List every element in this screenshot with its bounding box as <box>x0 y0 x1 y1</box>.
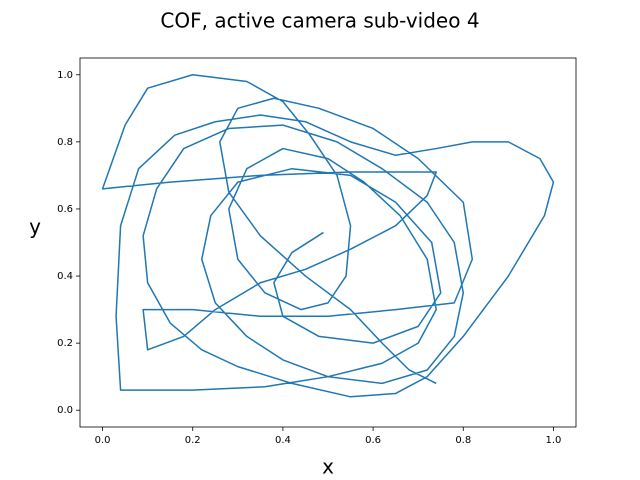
x-tick-label: 0.8 <box>455 435 471 446</box>
y-tick-label: 0.2 <box>57 338 73 349</box>
x-tick-label: 0.0 <box>95 435 111 446</box>
chart-title: COF, active camera sub-video 4 <box>160 9 479 33</box>
y-tick-label: 1.0 <box>57 70 73 81</box>
y-tick-label: 0.4 <box>57 271 73 282</box>
x-axis-label: x <box>322 455 334 479</box>
x-tick-label: 0.4 <box>275 435 291 446</box>
plot-frame <box>79 57 577 428</box>
y-tick-label: 0.6 <box>57 204 73 215</box>
y-tick-label: 0.0 <box>57 405 73 416</box>
x-tick-label: 1.0 <box>546 435 562 446</box>
trajectory-line <box>101 74 555 398</box>
x-tick-label: 0.2 <box>185 435 201 446</box>
x-tick-label: 0.6 <box>365 435 381 446</box>
y-axis-label: y <box>29 215 41 239</box>
y-tick-label: 0.8 <box>57 137 73 148</box>
